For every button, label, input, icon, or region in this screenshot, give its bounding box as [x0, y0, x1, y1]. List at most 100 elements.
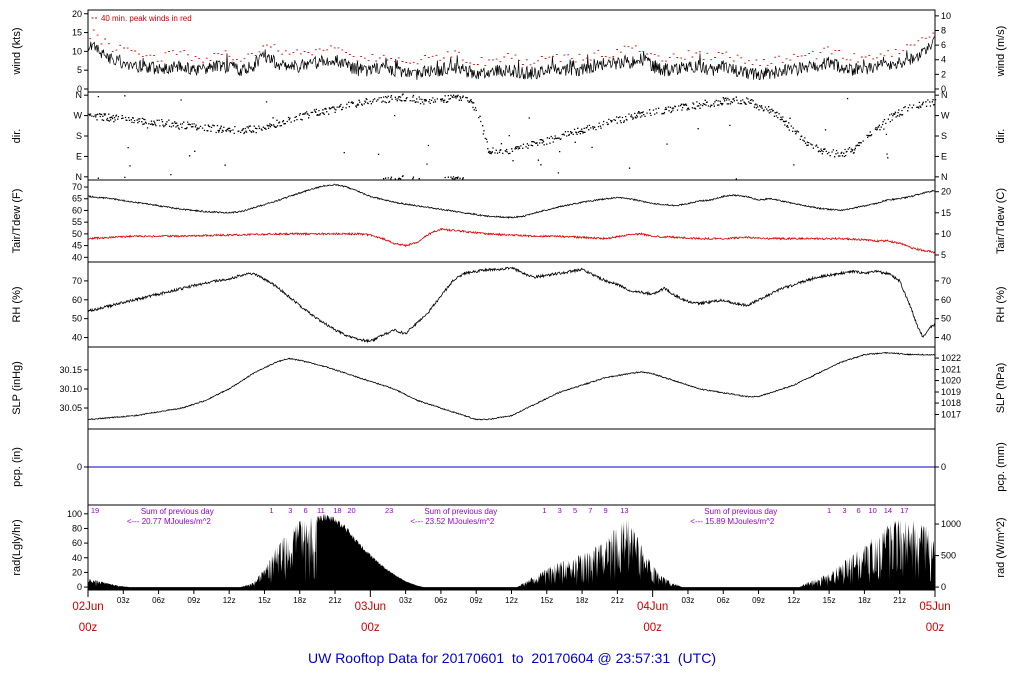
- y-tick-label-left: 45: [72, 241, 82, 251]
- y-tick-label-right: 20: [941, 187, 951, 197]
- y-tick-label-right: 0: [941, 582, 946, 592]
- y-tick-label-left: 60: [72, 295, 82, 305]
- y-tick-label-left: 65: [72, 194, 82, 204]
- y-tick-label-right: 50: [941, 314, 951, 324]
- rad-hour-mark: 20: [347, 506, 355, 515]
- x-day-label: 05Jun: [919, 601, 950, 613]
- y-tick-label-left: E: [76, 151, 82, 161]
- x-tick-label: 12z: [787, 596, 800, 605]
- ylabel-right-dir: dir.: [995, 129, 1007, 144]
- rad-hour-mark: 18: [333, 506, 341, 515]
- y-tick-label-right: 1020: [941, 376, 961, 386]
- ylabel-right-pcp: pcp. (mm): [995, 442, 1007, 492]
- y-tick-label-right: E: [941, 151, 947, 161]
- y-tick-label-right: 40: [941, 333, 951, 343]
- y-tick-label-right: 2: [941, 69, 946, 79]
- panel-border-rad: [87, 504, 936, 591]
- y-tick-label-right: 10: [941, 229, 951, 239]
- y-tick-label-left: 30.10: [59, 384, 82, 394]
- rad-sum-note-line1: Sum of previous day: [424, 507, 497, 516]
- rad-hour-mark: 10: [868, 506, 876, 515]
- x-day-hour-label: 00z: [643, 622, 662, 634]
- rad-hour-mark: 13: [620, 506, 628, 515]
- x-tick-label: 03z: [117, 596, 130, 605]
- x-tick-label: 15z: [258, 596, 271, 605]
- rad-hour-mark: 3: [558, 506, 562, 515]
- rad-sum-note-line2: <--- 20.77 MJoules/m^2: [127, 517, 212, 526]
- y-tick-label-left: N: [76, 90, 83, 100]
- x-tick-label: 21z: [893, 596, 906, 605]
- y-tick-label-left: 0: [77, 462, 82, 472]
- ylabel-right-tair: Tair/Tdew (C): [995, 188, 1007, 254]
- x-day-label: 02Jun: [72, 601, 103, 613]
- y-tick-label-right: 5: [941, 250, 946, 260]
- y-tick-label-left: 15: [72, 28, 82, 38]
- rad-hour-mark: 6: [856, 506, 860, 515]
- y-tick-label-left: 70: [72, 182, 82, 192]
- y-tick-label-right: 6: [941, 40, 946, 50]
- y-tick-label-left: 20: [72, 9, 82, 19]
- y-tick-label-right: 4: [941, 55, 946, 65]
- y-tick-label-left: 0: [77, 84, 82, 94]
- y-tick-label-right: N: [941, 90, 948, 100]
- y-tick-label-left: N: [76, 172, 83, 182]
- rad-hour-mark: 6: [304, 506, 308, 515]
- wind-speed-trace: [87, 36, 935, 81]
- panel-border-tair: [87, 179, 936, 263]
- x-tick-label: 03z: [399, 596, 412, 605]
- rad-hour-mark: 11: [317, 506, 325, 515]
- x-tick-label: 09z: [752, 596, 765, 605]
- y-tick-label-left: 40: [72, 252, 82, 262]
- x-tick-label: 09z: [470, 596, 483, 605]
- wind-direction-scatter: [88, 93, 937, 180]
- air-temperature-trace: [87, 183, 935, 219]
- ylabel-left-wind: wind (kts): [11, 27, 23, 75]
- y-tick-label-right: 8: [941, 26, 946, 36]
- x-tick-label: 06z: [434, 596, 447, 605]
- y-tick-label-left: 70: [72, 276, 82, 286]
- x-tick-label: 06z: [717, 596, 730, 605]
- x-tick-label: 21z: [611, 596, 624, 605]
- ylabel-right-rad: rad (W/m^2): [995, 517, 1007, 577]
- x-tick-label: 09z: [187, 596, 200, 605]
- y-tick-label-left: 100: [67, 509, 82, 519]
- y-tick-label-left: 5: [77, 65, 82, 75]
- y-tick-label-left: 50: [72, 229, 82, 239]
- peak-winds-note: 40 min. peak winds in red: [101, 14, 192, 23]
- x-day-label: 04Jun: [637, 601, 668, 613]
- y-tick-label-left: 60: [72, 205, 82, 215]
- y-tick-label-right: 0: [941, 462, 946, 472]
- rad-sum-note-line2: <--- 23.52 MJoules/m^2: [410, 517, 495, 526]
- x-tick-label: 12z: [505, 596, 518, 605]
- y-tick-label-right: 1018: [941, 398, 961, 408]
- rad-sum-note-line1: Sum of previous day: [704, 507, 777, 516]
- y-tick-label-left: 0: [77, 582, 82, 592]
- ylabel-left-dir: dir.: [11, 129, 23, 144]
- y-tick-label-left: 40: [72, 333, 82, 343]
- y-tick-label-left: 60: [72, 538, 82, 548]
- ylabel-left-rh: RH (%): [11, 286, 23, 322]
- rad-hour-mark: 1: [827, 506, 831, 515]
- panel-border-rh: [87, 261, 936, 348]
- x-day-hour-label: 00z: [361, 622, 380, 634]
- y-tick-label-right: 0: [941, 84, 946, 94]
- y-tick-label-right: 1021: [941, 365, 961, 375]
- y-tick-label-left: 80: [72, 523, 82, 533]
- x-tick-label: 18z: [576, 596, 589, 605]
- rad-hour-mark: 7: [588, 506, 592, 515]
- x-day-hour-label: 00z: [79, 622, 98, 634]
- y-tick-label-right: 70: [941, 276, 951, 286]
- x-tick-label: 18z: [858, 596, 871, 605]
- y-tick-label-left: 40: [72, 553, 82, 563]
- y-tick-label-left: S: [76, 131, 82, 141]
- y-tick-label-right: 15: [941, 208, 951, 218]
- y-tick-label-right: 10: [941, 11, 951, 21]
- y-tick-label-right: 1019: [941, 387, 961, 397]
- rad-hour-mark: 3: [842, 506, 846, 515]
- relative-humidity-trace: [87, 266, 936, 344]
- y-tick-label-right: N: [941, 172, 948, 182]
- y-tick-label-right: 1017: [941, 410, 961, 420]
- ylabel-left-tair: Tair/Tdew (F): [11, 189, 23, 254]
